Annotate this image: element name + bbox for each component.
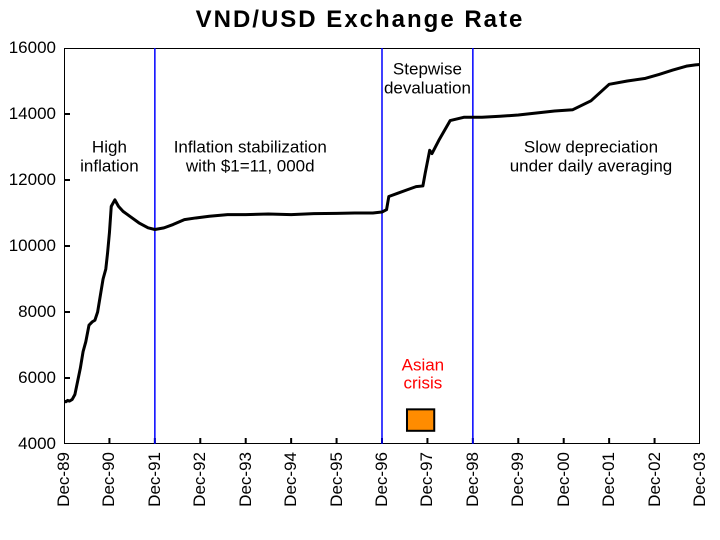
annotation-line1: High <box>80 138 139 157</box>
y-tick-label: 4000 <box>0 434 56 454</box>
x-tick-label: Dec-98 <box>463 452 483 507</box>
chart-title: VND/USD Exchange Rate <box>0 6 720 34</box>
annotation-a-slow: Slow depreciationunder daily averaging <box>510 138 673 175</box>
annotation-line2: with $1=11, 000d <box>174 157 327 176</box>
annotation-a-high: Highinflation <box>80 138 139 175</box>
x-tick-label: Dec-93 <box>236 452 256 507</box>
x-tick-label: Dec-97 <box>417 452 437 507</box>
y-tick-label: 8000 <box>0 302 56 322</box>
annotation-line1: Asian <box>402 356 445 375</box>
x-tick-label: Dec-96 <box>372 452 392 507</box>
annotation-line2: devaluation <box>384 79 471 98</box>
y-tick-label: 16000 <box>0 38 56 58</box>
annotation-line1: Slow depreciation <box>510 138 673 157</box>
chart-svg <box>64 48 700 444</box>
x-tick-label: Dec-92 <box>190 452 210 507</box>
x-tick-label: Dec-89 <box>54 452 74 507</box>
x-tick-label: Dec-94 <box>281 452 301 507</box>
y-tick-label: 10000 <box>0 236 56 256</box>
y-tick-label: 12000 <box>0 170 56 190</box>
asian-crisis-box <box>407 409 434 430</box>
annotation-a-asia: Asiancrisis <box>402 356 445 393</box>
annotation-line2: inflation <box>80 157 139 176</box>
x-tick-label: Dec-95 <box>327 452 347 507</box>
annotation-line1: Inflation stabilization <box>174 138 327 157</box>
x-tick-label: Dec-02 <box>645 452 665 507</box>
x-tick-label: Dec-01 <box>599 452 619 507</box>
annotation-line2: crisis <box>402 375 445 394</box>
y-tick-label: 6000 <box>0 368 56 388</box>
x-tick-label: Dec-99 <box>508 452 528 507</box>
x-tick-label: Dec-91 <box>145 452 165 507</box>
chart-plot-area <box>64 48 700 444</box>
x-tick-label: Dec-00 <box>554 452 574 507</box>
annotation-a-step: Stepwisedevaluation <box>384 61 471 98</box>
x-tick-label: Dec-90 <box>99 452 119 507</box>
annotation-line1: Stepwise <box>384 61 471 80</box>
y-tick-label: 14000 <box>0 104 56 124</box>
annotation-line2: under daily averaging <box>510 157 673 176</box>
x-tick-label: Dec-03 <box>690 452 710 507</box>
annotation-a-stab: Inflation stabilizationwith $1=11, 000d <box>174 138 327 175</box>
